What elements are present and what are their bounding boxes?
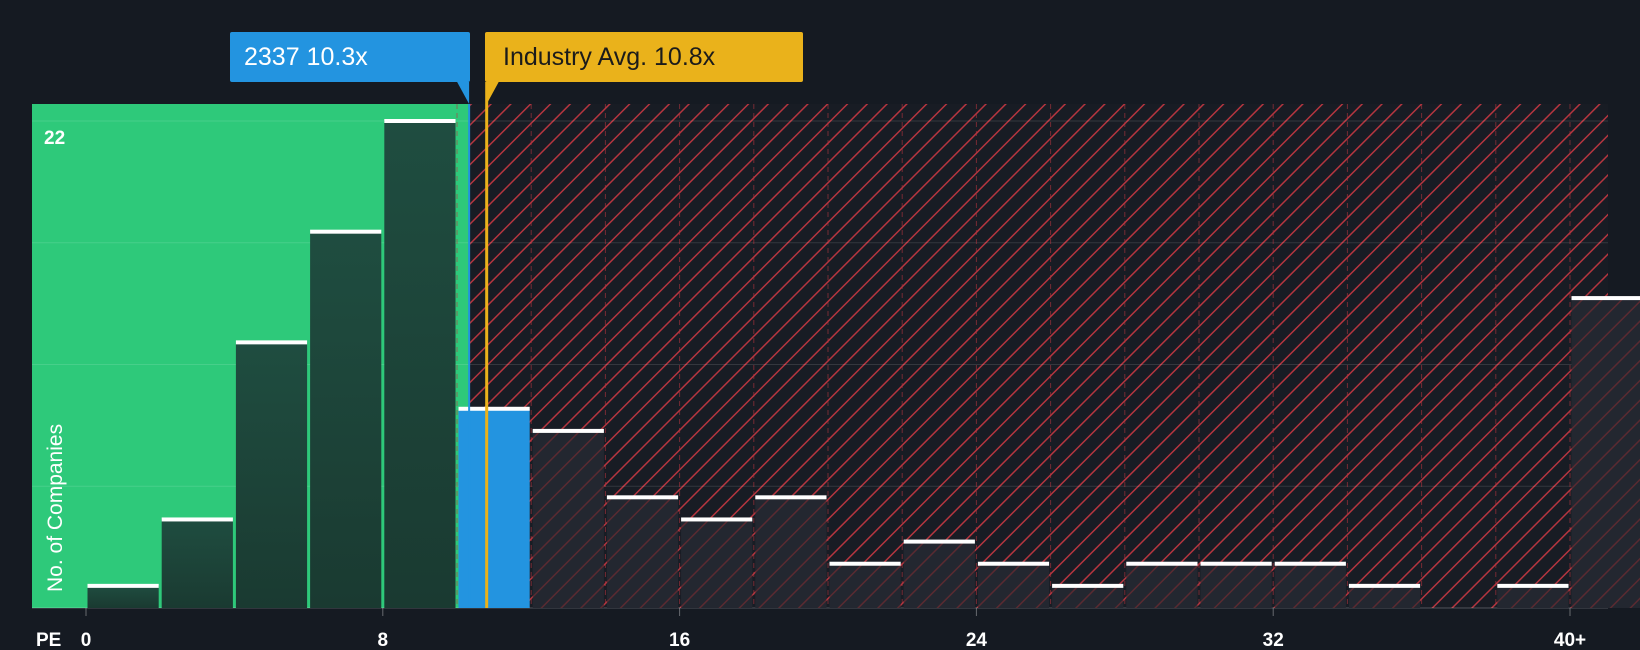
histogram-bar [1052,585,1124,608]
histogram-bar-cap [310,229,382,234]
histogram-bar [458,408,530,608]
histogram-bar-cap [1126,561,1198,566]
x-tick-label: 8 [378,630,389,650]
x-tick-label: 40+ [1554,630,1586,650]
x-tick-label: 0 [81,630,92,650]
histogram-bar [1348,585,1421,608]
industry-callout-pointer [486,82,499,104]
histogram-bar [1126,563,1198,608]
company-pe-callout: 2337 10.3x [230,32,470,82]
x-tick-label: 24 [966,630,988,650]
histogram-bar-cap [235,340,308,345]
histogram-bar [903,541,975,608]
histogram-bar [681,519,753,608]
histogram-bar-cap [606,495,679,500]
histogram-bar-cap [1200,561,1272,566]
histogram-bar [1571,298,1640,608]
histogram-bar-cap [755,495,827,500]
histogram-bar-cap [1571,296,1640,301]
histogram-bar-cap [1497,583,1569,588]
histogram-bar [606,497,679,608]
histogram-bar [235,342,308,608]
x-axis-title: PE [36,630,61,650]
histogram-bar-cap [829,561,901,566]
histogram-bar-cap [161,517,233,522]
histogram-bar-cap [532,428,604,433]
histogram-bar-cap [903,539,975,544]
histogram-bar-cap [977,561,1050,566]
histogram-bar [1274,563,1346,608]
histogram-bar [755,497,827,608]
histogram-bar [829,563,901,608]
industry-avg-callout: Industry Avg. 10.8x [485,32,803,82]
histogram-bar-cap [1274,561,1346,566]
company-callout-pointer [457,82,470,104]
y-axis-title: No. of Companies [44,424,67,592]
histogram-bar-cap [681,517,753,522]
histogram-bar [87,585,159,608]
histogram-bar-cap [1348,583,1421,588]
histogram-bar [1497,585,1569,608]
histogram-bar [977,563,1050,608]
histogram-bar [310,231,382,608]
histogram-bar-cap [458,406,530,411]
x-tick-label: 16 [669,630,690,650]
company-pe-label: 2337 10.3x [244,43,368,71]
histogram-bar [384,121,456,608]
industry-avg-label: Industry Avg. 10.8x [503,43,716,71]
histogram-bar-cap [384,119,456,123]
histogram-bar [161,519,233,608]
x-tick-label: 32 [1263,630,1284,650]
histogram-bar [1200,563,1272,608]
histogram-bar-cap [87,583,159,588]
histogram-bar [532,430,604,608]
y-axis-max-label: 22 [44,128,65,149]
histogram-bar-cap [1052,583,1124,588]
